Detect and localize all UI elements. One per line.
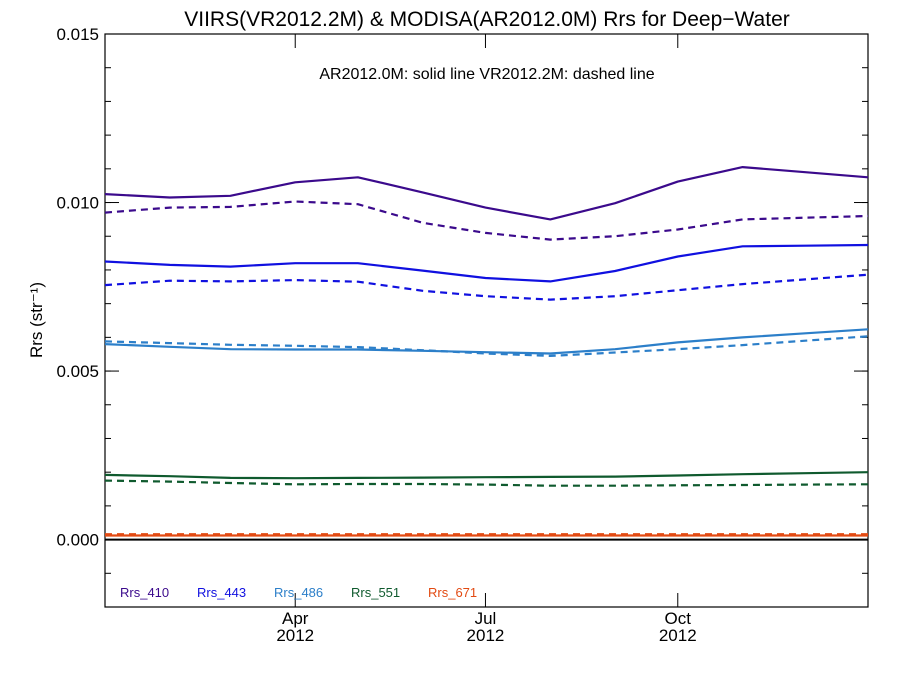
x-tick-label: 2012 xyxy=(467,626,505,645)
series-line-rrs_410-dashed xyxy=(104,200,869,241)
legend-item-rrs_671: Rrs_671 xyxy=(428,585,477,600)
x-tick-label: Jul xyxy=(475,609,497,628)
y-axis: 0.000 0.005 0.010 0.015 xyxy=(56,25,868,608)
series-line-rrs_443-solid xyxy=(104,243,869,283)
y-tick-label: 0.000 xyxy=(56,531,99,550)
series-line-rrs_443-dashed xyxy=(104,273,869,301)
x-tick-label: 2012 xyxy=(659,626,697,645)
legend-item-rrs_486: Rrs_486 xyxy=(274,585,323,600)
y-tick-label: 0.005 xyxy=(56,362,99,381)
series-layer xyxy=(104,166,869,541)
x-tick-label: Oct xyxy=(665,609,692,628)
legend-item-rrs_410: Rrs_410 xyxy=(120,585,169,600)
x-tick-label: Apr xyxy=(282,609,309,628)
y-tick-label: 0.010 xyxy=(56,194,99,213)
y-axis-label: Rrs (str⁻¹) xyxy=(27,282,46,358)
chart-title: VIIRS(VR2012.2M) & MODISA(AR2012.0M) Rrs… xyxy=(184,8,790,31)
series-line-rrs_410-solid xyxy=(104,166,869,221)
series-line-rrs_551-dashed xyxy=(104,479,869,487)
legend-item-rrs_443: Rrs_443 xyxy=(197,585,246,600)
series-line-rrs_551-solid xyxy=(104,471,869,480)
series-line-rrs_486-solid xyxy=(104,328,869,355)
series-line-rrs_486-dashed xyxy=(104,335,869,357)
line-style-annotation: AR2012.0M: solid line VR2012.2M: dashed … xyxy=(319,66,654,83)
y-tick-label: 0.015 xyxy=(56,25,99,44)
legend: Rrs_410 Rrs_443 Rrs_486 Rrs_551 Rrs_671 xyxy=(120,585,477,600)
plot-area-frame xyxy=(104,33,869,608)
legend-item-rrs_551: Rrs_551 xyxy=(351,585,400,600)
x-tick-label: 2012 xyxy=(276,626,314,645)
